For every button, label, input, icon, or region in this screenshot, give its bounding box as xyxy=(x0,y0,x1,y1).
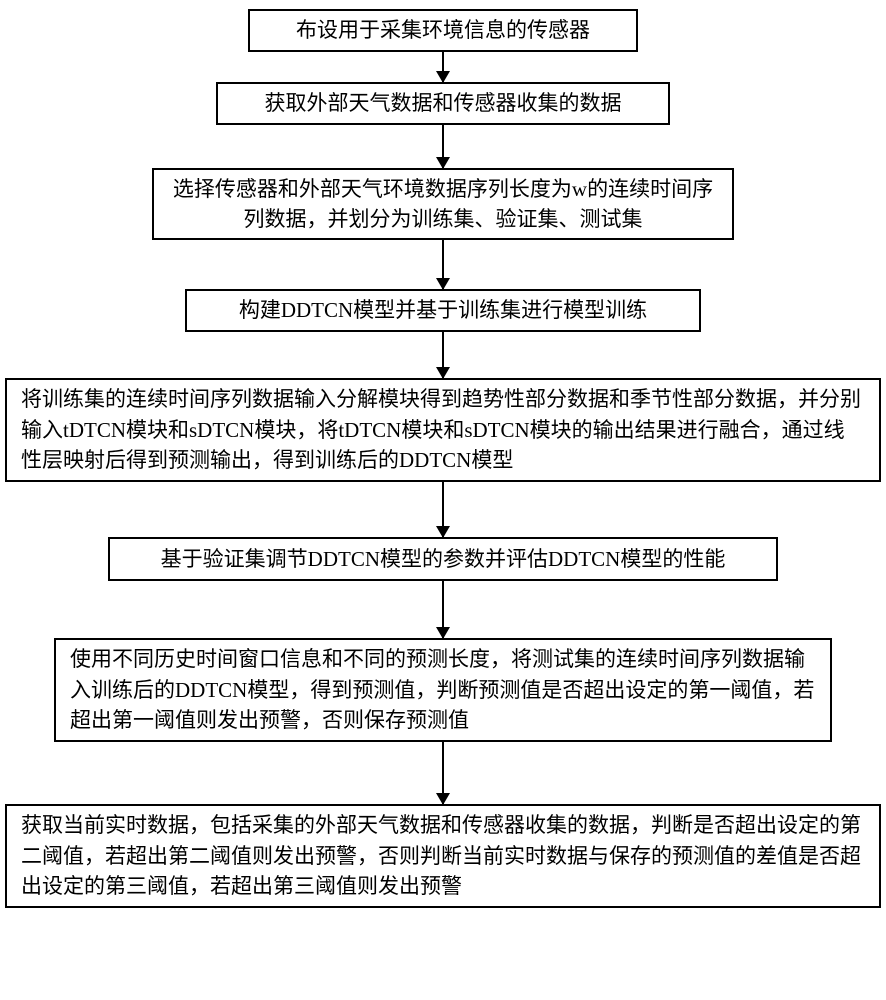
flow-arrow xyxy=(442,581,444,638)
flow-arrow xyxy=(442,125,444,168)
flow-arrow xyxy=(442,240,444,289)
flow-node-5: 将训练集的连续时间序列数据输入分解模块得到趋势性部分数据和季节性部分数据，并分别… xyxy=(5,378,881,482)
flow-node-text: 基于验证集调节DDTCN模型的参数并评估DDTCN模型的性能 xyxy=(161,544,726,574)
flow-node-2: 获取外部天气数据和传感器收集的数据 xyxy=(216,82,670,125)
flow-node-8: 获取当前实时数据，包括采集的外部天气数据和传感器收集的数据，判断是否超出设定的第… xyxy=(5,804,881,908)
flow-node-text: 构建DDTCN模型并基于训练集进行模型训练 xyxy=(239,295,647,325)
flow-node-1: 布设用于采集环境信息的传感器 xyxy=(248,9,638,52)
flow-node-text: 使用不同历史时间窗口信息和不同的预测长度，将测试集的连续时间序列数据输入训练后的… xyxy=(70,644,816,735)
flow-node-6: 基于验证集调节DDTCN模型的参数并评估DDTCN模型的性能 xyxy=(108,537,778,581)
flow-node-7: 使用不同历史时间窗口信息和不同的预测长度，将测试集的连续时间序列数据输入训练后的… xyxy=(54,638,832,742)
flow-arrow xyxy=(442,482,444,537)
flow-node-text: 将训练集的连续时间序列数据输入分解模块得到趋势性部分数据和季节性部分数据，并分别… xyxy=(21,384,865,475)
flow-arrow xyxy=(442,332,444,378)
flow-node-4: 构建DDTCN模型并基于训练集进行模型训练 xyxy=(185,289,701,332)
flow-node-3: 选择传感器和外部天气环境数据序列长度为w的连续时间序列数据，并划分为训练集、验证… xyxy=(152,168,734,240)
flow-node-text: 获取当前实时数据，包括采集的外部天气数据和传感器收集的数据，判断是否超出设定的第… xyxy=(21,810,865,901)
flow-arrow xyxy=(442,742,444,804)
flow-node-text: 选择传感器和外部天气环境数据序列长度为w的连续时间序列数据，并划分为训练集、验证… xyxy=(168,174,718,235)
flow-node-text: 布设用于采集环境信息的传感器 xyxy=(296,15,590,45)
flow-arrow xyxy=(442,52,444,82)
flow-node-text: 获取外部天气数据和传感器收集的数据 xyxy=(265,88,622,118)
flowchart-canvas: 布设用于采集环境信息的传感器 获取外部天气数据和传感器收集的数据 选择传感器和外… xyxy=(0,0,886,1000)
